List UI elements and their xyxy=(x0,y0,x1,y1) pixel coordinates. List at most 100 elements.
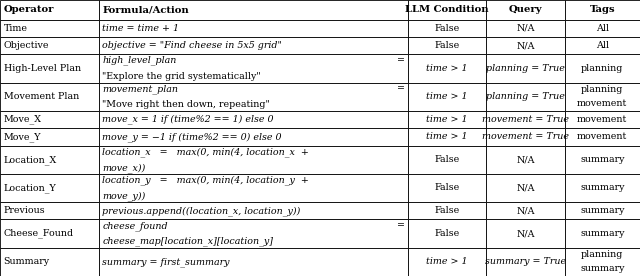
Bar xyxy=(0,83,99,111)
Bar xyxy=(486,174,564,202)
Bar xyxy=(408,219,486,248)
Text: movement = True: movement = True xyxy=(482,132,569,141)
Bar xyxy=(408,174,486,202)
Bar xyxy=(564,20,640,37)
Bar xyxy=(486,20,564,37)
Text: movement: movement xyxy=(577,115,627,124)
Text: Tags: Tags xyxy=(589,5,615,14)
Bar xyxy=(564,248,640,276)
Text: False: False xyxy=(435,206,460,215)
Text: location_y   =   max(0, min(4, location_y  +: location_y = max(0, min(4, location_y + xyxy=(102,175,309,185)
Text: Previous: Previous xyxy=(3,206,45,215)
Text: Movement Plan: Movement Plan xyxy=(3,92,79,101)
Bar xyxy=(408,20,486,37)
Text: False: False xyxy=(435,184,460,192)
Bar xyxy=(564,219,640,248)
Text: Summary: Summary xyxy=(3,258,50,266)
Bar xyxy=(0,0,99,20)
Text: movement = True: movement = True xyxy=(482,115,569,124)
Text: planning: planning xyxy=(581,250,623,259)
Text: planning: planning xyxy=(581,85,623,94)
Bar xyxy=(0,37,99,54)
Text: Time: Time xyxy=(3,24,28,33)
Bar xyxy=(99,128,408,146)
Bar xyxy=(99,248,408,276)
Text: time > 1: time > 1 xyxy=(426,64,468,73)
Bar xyxy=(0,202,99,219)
Bar xyxy=(99,83,408,111)
Bar xyxy=(99,202,408,219)
Text: Formula/Action: Formula/Action xyxy=(102,5,189,14)
Bar xyxy=(408,248,486,276)
Text: planning = True: planning = True xyxy=(486,92,565,101)
Text: Cheese_Found: Cheese_Found xyxy=(3,229,74,238)
Text: False: False xyxy=(435,229,460,238)
Text: False: False xyxy=(435,41,460,50)
Text: movement: movement xyxy=(577,132,627,141)
Text: N/A: N/A xyxy=(516,24,535,33)
Bar xyxy=(564,37,640,54)
Bar xyxy=(0,146,99,174)
Bar xyxy=(0,54,99,83)
Text: high_level_plan: high_level_plan xyxy=(102,56,177,65)
Bar xyxy=(99,54,408,83)
Text: summary: summary xyxy=(580,155,625,164)
Bar xyxy=(486,54,564,83)
Text: N/A: N/A xyxy=(516,229,535,238)
Text: N/A: N/A xyxy=(516,155,535,164)
Text: planning = True: planning = True xyxy=(486,64,565,73)
Text: =: = xyxy=(397,84,404,93)
Text: summary: summary xyxy=(580,206,625,215)
Text: move_x)): move_x)) xyxy=(102,163,146,172)
Bar xyxy=(486,0,564,20)
Text: time = time + 1: time = time + 1 xyxy=(102,24,179,33)
Bar xyxy=(99,111,408,128)
Text: Objective: Objective xyxy=(3,41,49,50)
Text: Operator: Operator xyxy=(3,5,54,14)
Bar xyxy=(0,20,99,37)
Text: N/A: N/A xyxy=(516,41,535,50)
Bar xyxy=(564,146,640,174)
Bar xyxy=(408,128,486,146)
Bar xyxy=(486,248,564,276)
Bar xyxy=(486,83,564,111)
Text: Location_X: Location_X xyxy=(3,155,57,164)
Bar xyxy=(408,54,486,83)
Bar xyxy=(564,202,640,219)
Bar xyxy=(99,219,408,248)
Bar xyxy=(564,83,640,111)
Text: False: False xyxy=(435,24,460,33)
Bar xyxy=(564,128,640,146)
Text: "Move right then down, repeating": "Move right then down, repeating" xyxy=(102,100,270,109)
Text: "Explore the grid systematically": "Explore the grid systematically" xyxy=(102,72,261,81)
Text: summary: summary xyxy=(580,229,625,238)
Text: cheese_found: cheese_found xyxy=(102,221,168,230)
Text: All: All xyxy=(596,24,609,33)
Bar xyxy=(0,248,99,276)
Text: Move_X: Move_X xyxy=(3,115,42,124)
Text: time > 1: time > 1 xyxy=(426,258,468,266)
Bar xyxy=(564,174,640,202)
Bar xyxy=(486,37,564,54)
Text: Location_Y: Location_Y xyxy=(3,183,56,193)
Bar xyxy=(564,0,640,20)
Bar xyxy=(99,146,408,174)
Bar xyxy=(99,0,408,20)
Text: planning: planning xyxy=(581,64,623,73)
Bar xyxy=(564,111,640,128)
Bar xyxy=(0,219,99,248)
Text: move_x = 1 if (time%2 == 1) else 0: move_x = 1 if (time%2 == 1) else 0 xyxy=(102,115,274,124)
Text: objective = "Find cheese in 5x5 grid": objective = "Find cheese in 5x5 grid" xyxy=(102,41,282,50)
Text: summary = first_summary: summary = first_summary xyxy=(102,257,230,267)
Text: summary: summary xyxy=(580,184,625,192)
Bar xyxy=(99,174,408,202)
Bar xyxy=(99,37,408,54)
Bar xyxy=(408,202,486,219)
Bar xyxy=(0,111,99,128)
Text: summary: summary xyxy=(580,264,625,273)
Text: LLM Condition: LLM Condition xyxy=(405,5,489,14)
Text: movement: movement xyxy=(577,99,627,108)
Text: Query: Query xyxy=(509,5,542,14)
Text: False: False xyxy=(435,155,460,164)
Text: previous.append((location_x, location_y)): previous.append((location_x, location_y)… xyxy=(102,206,301,216)
